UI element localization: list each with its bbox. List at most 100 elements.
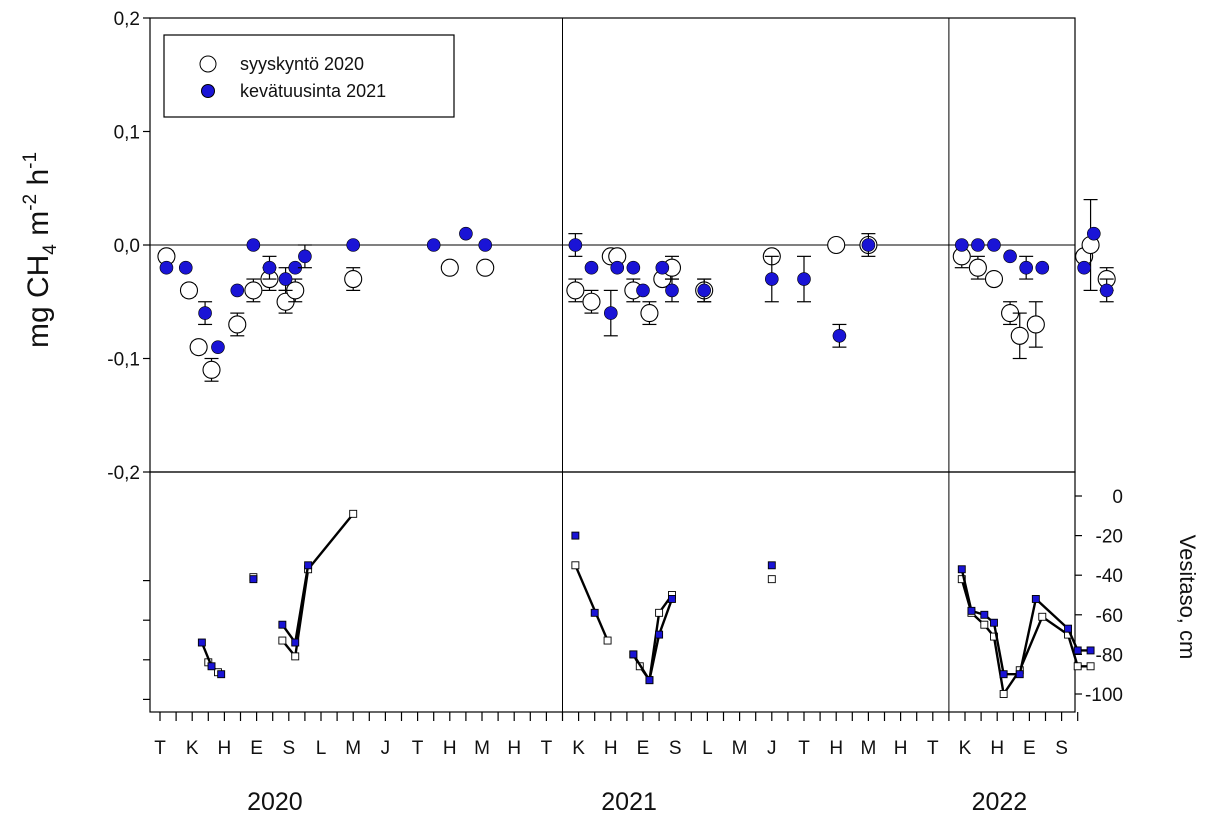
kevatuusinta-point [262, 260, 277, 275]
kevatuusinta-point [346, 238, 361, 252]
axis-titles: mg CH4 m-2 h-1 Vesitaso, cm [20, 152, 1200, 659]
kevatuusinta-point [1099, 283, 1114, 298]
kevatuusinta-point [198, 306, 212, 320]
kevatuusinta-water-marker [668, 595, 676, 603]
kevatuusinta-water-marker [990, 618, 998, 627]
kevatuusinta-water-marker [980, 610, 989, 619]
syyskynto-water-marker [1073, 662, 1082, 671]
syyskynto-point [968, 258, 987, 277]
kevatuusinta-water-marker [655, 630, 664, 639]
syyskynto-water-marker [999, 690, 1008, 698]
syyskynto-point [440, 258, 459, 277]
month-label: K [186, 738, 199, 759]
water-level-panel: 0 -20 -40 -60 -80 -100 [143, 471, 1123, 713]
kevatuusinta-point [178, 260, 193, 275]
kevatuusinta-water-marker [291, 638, 300, 647]
syyskynto-point [1010, 326, 1029, 345]
methane-flux-panel: 0,2 0,1 0,0 -0,1 -0,2 [107, 9, 1116, 712]
kevatuusinta-water-marker [957, 565, 966, 574]
flux-axis-title-part: 4 [40, 244, 61, 255]
water-level-line [200, 642, 213, 667]
syyskynto-point [189, 338, 208, 357]
kevatuusinta-point [1035, 260, 1050, 275]
kevatuusinta-point [568, 238, 583, 252]
kevatuusinta-point [626, 260, 641, 275]
syyskynto-point [1026, 315, 1045, 334]
syyskynto-point [640, 304, 659, 323]
kevatuusinta-point [1019, 260, 1033, 275]
month-label: H [443, 738, 457, 759]
kevatuusinta-water-marker [629, 650, 638, 659]
syyskynto-point [582, 292, 601, 311]
legend-marker [199, 55, 217, 73]
y-tick-label: -0,1 [107, 350, 140, 371]
flux-axis-title-part: mg CH [22, 255, 55, 348]
kevatuusinta-water-marker [207, 662, 216, 671]
kevatuusinta-water-marker [1064, 624, 1072, 633]
kevatuusinta-point [1003, 249, 1017, 264]
kevatuusinta-water-marker [645, 676, 654, 685]
legend-entry: kevätuusinta 2021 [240, 81, 386, 101]
month-label: T [927, 738, 939, 759]
month-label: J [381, 738, 391, 759]
water-level-line [574, 564, 609, 642]
water-level-tick-label: -60 [1096, 606, 1123, 627]
kevatuusinta-water-marker [967, 606, 976, 615]
month-label: E [637, 738, 650, 759]
syyskynto-water-marker [603, 636, 612, 645]
y-tick-label: 0,2 [114, 9, 140, 30]
kevatuusinta-point [278, 272, 293, 286]
syyskynto-point [984, 269, 1004, 289]
flux-axis-title: mg CH4 m-2 h-1 [20, 152, 61, 348]
legend-box [163, 34, 455, 118]
kevatuusinta-water-marker [304, 561, 313, 570]
kevatuusinta-point [697, 283, 711, 298]
kevatuusinta-water-marker [590, 608, 599, 617]
water-level-tick-label: -20 [1096, 527, 1123, 548]
kevatuusinta-water-marker [278, 620, 287, 629]
kevatuusinta-point [636, 283, 650, 298]
year-label: 2022 [972, 788, 1028, 816]
syyskynto-point [476, 258, 495, 277]
month-label: M [860, 738, 876, 759]
month-label: J [767, 738, 777, 759]
syyskynto-point [827, 235, 846, 255]
month-label: H [829, 738, 843, 759]
syyskynto-water-marker [1086, 662, 1095, 671]
kevatuusinta-point [459, 226, 473, 241]
water-level-axis-title: Vesitaso, cm [1175, 535, 1200, 660]
water-level-line [281, 565, 310, 646]
kevatuusinta-point [211, 340, 225, 354]
kevatuusinta-point [1077, 260, 1091, 275]
kevatuusinta-point [584, 260, 599, 275]
kevatuusinta-point [246, 238, 261, 252]
month-label: L [702, 738, 713, 759]
kevatuusinta-point [764, 272, 779, 286]
month-label: S [282, 738, 295, 759]
kevatuusinta-water-marker [1086, 646, 1095, 655]
syyskynto-point [202, 360, 221, 379]
syyskynto-water-marker [980, 620, 989, 629]
kevatuusinta-point [665, 283, 679, 298]
kevatuusinta-point [797, 272, 811, 286]
syyskynto-water-marker [571, 561, 580, 570]
month-label: T [798, 738, 810, 759]
syyskynto-point [566, 281, 585, 300]
water-level-line [632, 598, 674, 684]
syyskynto-point [344, 269, 363, 289]
year-label: 2020 [247, 788, 303, 816]
month-label: K [959, 738, 972, 759]
flux-axis-title-part: m [22, 211, 55, 244]
syyskynto-point [228, 315, 247, 334]
kevatuusinta-point [478, 238, 493, 252]
kevatuusinta-water-marker [249, 575, 258, 584]
kevatuusinta-water-marker [571, 531, 580, 540]
month-label: M [732, 738, 748, 759]
water-level-line [960, 578, 1091, 698]
flux-axis-title-part: h [22, 169, 55, 194]
syyskynto-point [244, 281, 263, 300]
kevatuusinta-water-marker [1031, 595, 1040, 603]
syyskynto-water-marker [767, 575, 776, 584]
kevatuusinta-water-marker [999, 670, 1008, 679]
